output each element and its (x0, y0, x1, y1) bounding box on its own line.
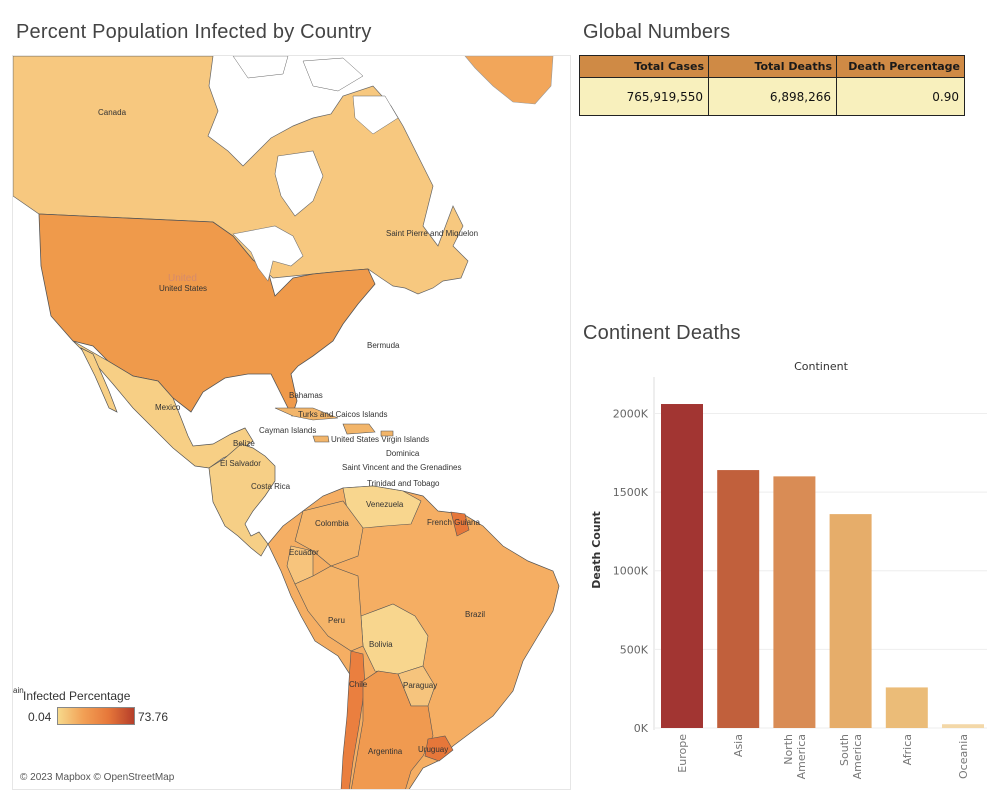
label-venezuela: Venezuela (366, 500, 404, 509)
infection-map[interactable]: Canada United United States Saint Pierre… (12, 55, 571, 790)
bar-oceania[interactable] (942, 724, 984, 728)
bar-europe[interactable] (661, 404, 703, 728)
jamaica-shape[interactable] (312, 435, 330, 443)
y-axis-ticks: 0K 500K 1000K 1500K 2000K (613, 407, 649, 735)
argentina-shape[interactable] (351, 670, 434, 790)
label-usvi: United States Virgin Islands (331, 435, 430, 444)
global-numbers-title: Global Numbers (583, 21, 731, 43)
legend-max: 73.76 (138, 710, 169, 724)
label-paraguay: Paraguay (403, 681, 438, 690)
label-cayman: Cayman Islands (259, 426, 317, 435)
y-tick-label: 1500K (613, 486, 649, 499)
x-category-label-part: America (795, 734, 808, 779)
bar-north-america[interactable] (773, 476, 816, 728)
bar-layer[interactable] (661, 404, 984, 728)
x-category-label-part: Asia (732, 734, 745, 757)
x-axis-categories: Europe Asia North America South America Africa… (676, 734, 970, 780)
legend-clipped-label: ain (13, 686, 24, 695)
peru-border (294, 565, 364, 652)
hudson-bay-shape (274, 150, 324, 217)
label-bolivia: Bolivia (369, 640, 393, 649)
label-svg: Saint Vincent and the Grenadines (342, 463, 462, 472)
label-belize: Belize (233, 439, 255, 448)
label-ecuador: Ecuador (289, 548, 319, 557)
french-guiana-shape[interactable] (450, 511, 470, 537)
x-category-label: North America (782, 734, 808, 779)
x-category-label-part: Oceania (957, 734, 970, 779)
value-total-deaths: 6,898,266 (708, 77, 837, 116)
puerto-rico-shape[interactable] (380, 430, 394, 437)
x-category-label: Africa (901, 734, 914, 765)
label-brazil: Brazil (465, 610, 486, 619)
global-numbers-table: Total Cases Total Deaths Death Percentag… (579, 55, 965, 116)
bar-africa[interactable] (885, 687, 928, 728)
uruguay-shape[interactable] (424, 735, 454, 762)
chile-shape[interactable] (340, 650, 366, 790)
label-french-guiana: French Guiana (427, 518, 480, 527)
value-death-percentage: 0.90 (836, 77, 965, 116)
label-dominica: Dominica (386, 449, 420, 458)
central-america-shape[interactable] (208, 443, 276, 557)
x-category-label-part: North (782, 734, 795, 765)
legend-min: 0.04 (28, 710, 52, 724)
bar-asia[interactable] (717, 470, 760, 728)
arctic-island-shape (352, 95, 399, 135)
label-trinidad: Trinidad and Tobago (367, 479, 440, 488)
table-header-row: Total Cases Total Deaths Death Percentag… (579, 55, 965, 78)
label-argentina: Argentina (368, 747, 403, 756)
canada-shape[interactable] (13, 56, 469, 295)
label-bermuda: Bermuda (367, 341, 400, 350)
x-category-label-part: South (838, 734, 851, 766)
x-category-label: South America (838, 734, 864, 779)
label-uruguay: Uruguay (418, 745, 449, 754)
x-axis-header: Continent (794, 360, 848, 373)
arctic-island-shape (302, 57, 364, 92)
continent-deaths-title: Continent Deaths (583, 322, 741, 344)
header-death-percentage[interactable]: Death Percentage (836, 55, 965, 78)
bar-south-america[interactable] (829, 514, 872, 728)
cuba-shape[interactable] (274, 407, 339, 421)
colombia-border (294, 500, 364, 567)
great-lakes-shape (232, 225, 304, 282)
label-el-salvador: El Salvador (220, 459, 261, 468)
hispaniola-shape[interactable] (342, 423, 376, 435)
x-category-label-part: Africa (901, 734, 914, 765)
label-mexico: Mexico (155, 403, 181, 412)
arctic-island-shape (232, 56, 289, 79)
mexico-shape[interactable] (72, 340, 254, 469)
label-peru: Peru (328, 616, 345, 625)
label-united-states: United States (159, 284, 208, 293)
value-total-cases: 765,919,550 (579, 77, 709, 116)
map-title: Percent Population Infected by Country (16, 21, 372, 43)
header-total-deaths[interactable]: Total Deaths (708, 55, 837, 78)
header-total-cases[interactable]: Total Cases (579, 55, 709, 78)
label-canada: Canada (98, 108, 127, 117)
label-bahamas: Bahamas (289, 391, 323, 400)
label-colombia: Colombia (315, 519, 349, 528)
x-category-label-part: America (851, 734, 864, 779)
label-saint-pierre: Saint Pierre and Miquelon (386, 229, 479, 238)
baja-shape[interactable] (80, 347, 118, 413)
label-costa-rica: Costa Rica (251, 482, 291, 491)
x-category-label: Asia (732, 734, 745, 757)
label-turks: Turks and Caicos Islands (298, 410, 388, 419)
legend-color-ramp (57, 707, 135, 725)
map-attribution[interactable]: © 2023 Mapbox © OpenStreetMap (20, 772, 175, 783)
greenland-shape[interactable] (464, 56, 554, 105)
map-canvas[interactable] (13, 56, 571, 790)
y-tick-label: 500K (620, 643, 649, 656)
table-row: 765,919,550 6,898,266 0.90 (579, 77, 965, 116)
y-axis-title: Death Count (590, 511, 603, 588)
x-category-label: Europe (676, 734, 689, 773)
y-tick-label: 1000K (613, 565, 649, 578)
continent-deaths-chart[interactable]: Continent Death Count 0K 500K 1000K 1500K 20… (583, 352, 989, 792)
label-chile: Chile (349, 680, 368, 689)
x-category-label: Oceania (957, 734, 970, 779)
label-united-faint: United (168, 273, 197, 284)
x-category-label-part: Europe (676, 734, 689, 773)
legend-title: Infected Percentage (23, 689, 131, 703)
y-tick-label: 2000K (613, 407, 649, 420)
y-tick-label: 0K (634, 722, 649, 735)
grid-layer (655, 412, 987, 729)
